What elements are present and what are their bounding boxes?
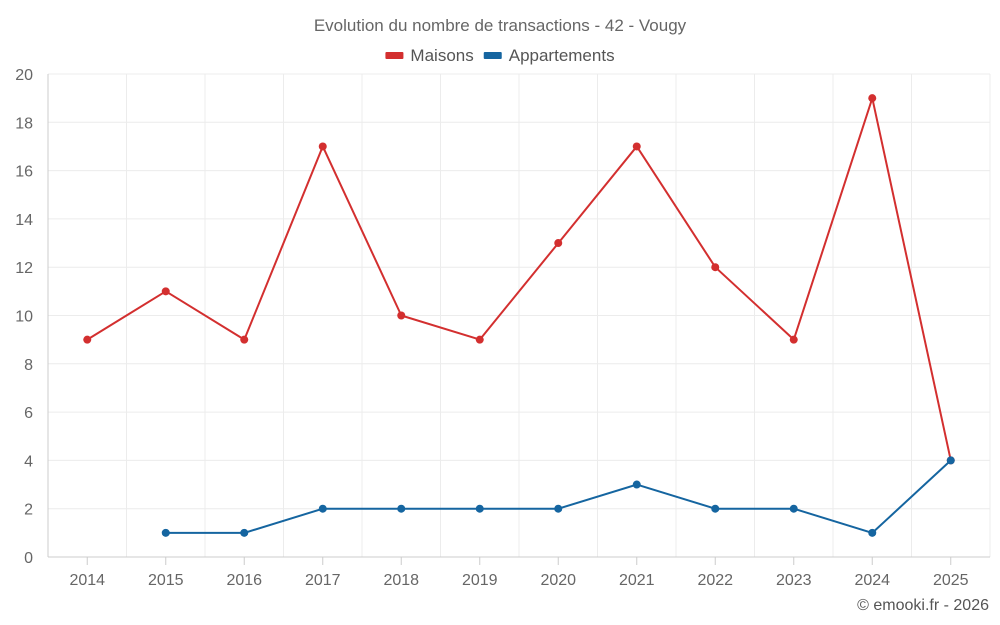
x-tick-label: 2015: [148, 572, 184, 589]
x-tick-label: 2020: [540, 572, 576, 589]
data-point-maisons: [475, 335, 484, 344]
x-tick-label: 2017: [305, 572, 341, 589]
legend-label-appartements: Appartements: [509, 46, 615, 65]
x-tick-label: 2019: [462, 572, 498, 589]
y-tick-label: 18: [15, 115, 33, 132]
grid: [47, 73, 991, 557]
credit-text: © emooki.fr - 2026: [857, 597, 989, 614]
data-point-appartements: [554, 504, 563, 513]
chart-title: Evolution du nombre de transactions - 42…: [314, 16, 687, 35]
x-tick-label: 2021: [619, 572, 655, 589]
data-point-appartements: [711, 504, 720, 513]
data-point-maisons: [318, 142, 327, 151]
data-point-maisons: [161, 287, 170, 296]
y-tick-label: 12: [15, 260, 33, 277]
data-point-appartements: [789, 504, 798, 513]
y-tick-label: 16: [15, 164, 33, 181]
data-point-appartements: [161, 528, 170, 537]
y-tick-label: 0: [24, 550, 33, 567]
y-tick-label: 20: [15, 67, 33, 84]
x-tick-label: 2016: [226, 572, 262, 589]
x-tick-label: 2023: [776, 572, 812, 589]
legend-swatch-appartements: [483, 52, 502, 59]
legend-swatch-maisons: [385, 52, 404, 59]
legend-item-maisons: Maisons: [385, 46, 474, 65]
data-point-maisons: [868, 94, 877, 103]
data-point-appartements: [240, 528, 249, 537]
data-point-maisons: [240, 335, 249, 344]
axes: 0 2 4 6 8 10 12 14 16 18 20 2014 2015 2016 2017 2018 201…: [15, 67, 990, 589]
data-point-appartements: [946, 456, 955, 465]
x-tick-label: 2022: [697, 572, 733, 589]
y-tick-label: 2: [24, 502, 33, 519]
x-tick-label: 2024: [854, 572, 890, 589]
data-point-appartements: [397, 504, 406, 513]
x-tick-label: 2014: [69, 572, 105, 589]
data-point-maisons: [83, 335, 92, 344]
x-tick-label: 2018: [383, 572, 419, 589]
y-tick-label: 6: [24, 405, 33, 422]
data-point-appartements: [475, 504, 484, 513]
y-tick-label: 4: [24, 453, 33, 470]
data-point-appartements: [868, 528, 877, 537]
legend-item-appartements: Appartements: [483, 46, 615, 65]
legend: Maisons Appartements: [385, 46, 615, 65]
x-tick-label: 2025: [933, 572, 969, 589]
data-point-maisons: [711, 263, 720, 272]
y-tick-label: 14: [15, 212, 33, 229]
data-point-maisons: [632, 142, 641, 151]
data-point-appartements: [632, 480, 641, 489]
data-point-maisons: [397, 311, 406, 320]
y-tick-label: 8: [24, 357, 33, 374]
data-point-maisons: [554, 239, 563, 248]
legend-label-maisons: Maisons: [410, 46, 473, 65]
y-tick-label: 10: [15, 309, 33, 326]
series-line-maisons: [86, 97, 952, 461]
series-layer: [83, 94, 955, 537]
data-point-maisons: [789, 335, 798, 344]
data-point-appartements: [318, 504, 327, 513]
